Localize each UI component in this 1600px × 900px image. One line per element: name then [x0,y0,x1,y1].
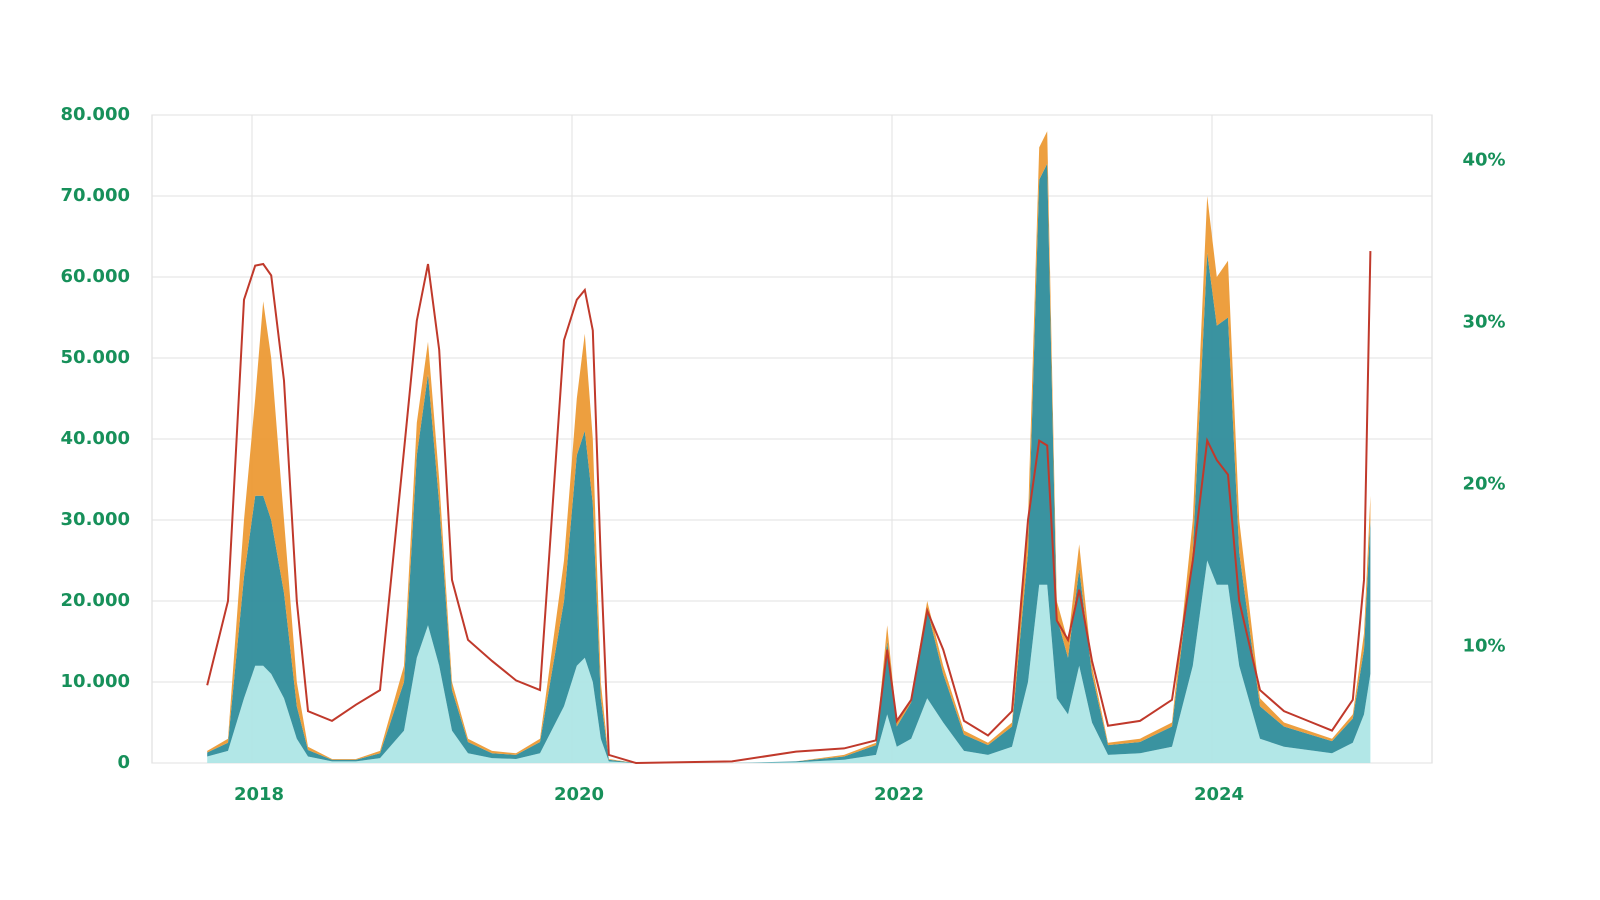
y2-tick-label: 10% [1462,635,1505,656]
line [206,251,1372,765]
y-tick-label: 80.000 [61,104,130,125]
y2-tick-label: 20% [1462,473,1505,494]
area [207,560,1371,763]
x-tick-label: 2022 [874,784,924,805]
y-tick-label: 40.000 [61,428,130,449]
y-tick-label: 70.000 [61,185,130,206]
y-tick-label: 50.000 [61,347,130,368]
y-tick-label: 30.000 [61,509,130,530]
y-tick-label: 0 [117,752,130,773]
area [207,163,1371,764]
y2-tick-label: 40% [1462,149,1505,170]
y-tick-label: 10.000 [61,671,130,692]
x-tick-label: 2024 [1194,784,1244,805]
y2-tick-label: 30% [1462,311,1505,332]
x-tick-label: 2018 [234,784,284,805]
x-tick-label: 2020 [554,784,604,805]
y-tick-label: 20.000 [61,590,130,611]
y-tick-label: 60.000 [61,266,130,287]
